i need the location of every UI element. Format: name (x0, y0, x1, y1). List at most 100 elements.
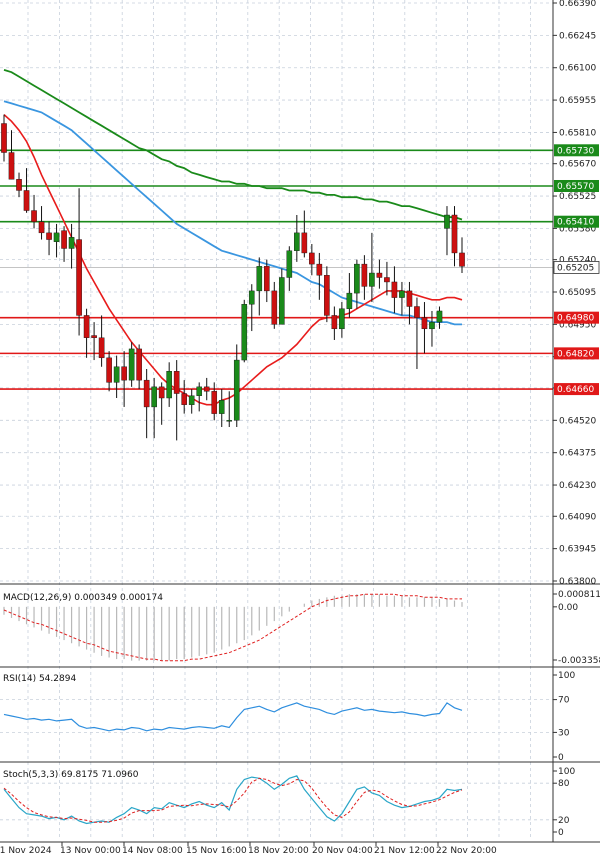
candle-body (46, 232, 52, 240)
time-tick-label: 14 Nov 08:00 (122, 846, 183, 856)
candle[interactable] (218, 389, 225, 428)
candle-body (8, 152, 15, 180)
candle[interactable] (113, 355, 120, 399)
candle[interactable] (286, 246, 293, 291)
candle[interactable] (68, 223, 75, 269)
candle[interactable] (399, 281, 405, 316)
candle-body (83, 315, 90, 338)
stoch-tick-label: 0 (558, 828, 564, 838)
rsi-pane[interactable] (3, 702, 463, 732)
candle-body (316, 263, 323, 276)
candle[interactable] (83, 308, 90, 358)
candle[interactable] (444, 206, 450, 256)
candle[interactable] (151, 377, 157, 439)
candle-body (128, 348, 135, 381)
stochastic-pane[interactable] (3, 775, 463, 825)
candle[interactable] (233, 344, 240, 428)
candle[interactable] (106, 351, 112, 392)
candle-body (414, 306, 420, 318)
candle[interactable] (173, 360, 180, 441)
price-tick-label: 0.65955 (559, 96, 596, 106)
candle[interactable] (203, 377, 210, 401)
candle[interactable] (16, 172, 22, 198)
macd-tick-label: 0.00 (558, 603, 578, 613)
candle[interactable] (294, 215, 300, 262)
candle-body (181, 393, 187, 405)
candle[interactable] (339, 302, 345, 338)
candle[interactable] (166, 362, 172, 407)
candle[interactable] (391, 266, 398, 314)
candle-body (211, 391, 218, 414)
candle[interactable] (429, 310, 435, 347)
candle-body (121, 366, 127, 381)
candle[interactable] (263, 259, 270, 303)
candle[interactable] (181, 380, 187, 414)
candle[interactable] (38, 206, 45, 240)
candle[interactable] (384, 261, 390, 296)
candle[interactable] (143, 368, 150, 439)
macd-tick-label: 0.000811 (558, 590, 600, 600)
candle-body (429, 321, 435, 330)
candle[interactable] (226, 391, 233, 428)
candle[interactable] (331, 306, 338, 340)
candle[interactable] (346, 273, 353, 318)
price-level-tag (554, 215, 599, 228)
candle[interactable] (23, 168, 30, 213)
candle[interactable] (414, 297, 420, 369)
candle[interactable] (361, 255, 368, 300)
candle[interactable] (211, 382, 218, 421)
candle[interactable] (76, 188, 82, 336)
candle[interactable] (61, 226, 67, 262)
candle[interactable] (248, 284, 255, 332)
stoch-tick-label: 20 (558, 816, 570, 826)
candle[interactable] (128, 342, 135, 387)
candle[interactable] (91, 322, 97, 361)
candle[interactable] (98, 315, 105, 367)
candle[interactable] (421, 302, 428, 354)
price-tick-label: 0.64950 (559, 320, 596, 330)
main-price-pane[interactable] (0, 69, 553, 441)
grid (0, 0, 553, 840)
candle[interactable] (301, 210, 308, 258)
candle[interactable] (158, 382, 165, 425)
candle-body (76, 239, 82, 316)
candle-body (369, 272, 375, 287)
candle[interactable] (136, 344, 142, 390)
candle[interactable] (241, 299, 248, 363)
candle[interactable] (324, 266, 330, 323)
macd-pane[interactable] (3, 593, 463, 662)
candle[interactable] (279, 268, 285, 325)
main-pane-background (0, 0, 553, 580)
candle[interactable] (53, 223, 60, 258)
candle[interactable] (196, 382, 203, 412)
candle[interactable] (188, 389, 195, 414)
stoch-title: Stoch(5,3,3) 69.8175 71.0960 (3, 770, 139, 780)
price-tick-label: 0.64520 (559, 416, 596, 426)
candle[interactable] (8, 130, 15, 180)
candle[interactable] (1, 114, 7, 162)
current-price-tag (553, 261, 600, 274)
candle[interactable] (354, 259, 360, 309)
candle[interactable] (271, 281, 278, 329)
candle-body (376, 272, 383, 278)
candle[interactable] (376, 259, 383, 289)
candle[interactable] (451, 206, 458, 267)
candle[interactable] (121, 351, 127, 407)
candle[interactable] (316, 252, 323, 300)
candle[interactable] (31, 194, 37, 229)
price-tick-label: 0.66390 (559, 0, 596, 9)
current-price-label: 0.65205 (557, 263, 594, 273)
candle[interactable] (369, 232, 375, 303)
candle[interactable] (46, 221, 52, 256)
candle[interactable] (406, 281, 413, 325)
time-tick-label: 20 Nov 04:00 (312, 846, 373, 856)
candle[interactable] (309, 244, 315, 276)
candle[interactable] (459, 237, 465, 274)
time-tick-label: 18 Nov 20:00 (248, 846, 309, 856)
candle[interactable] (256, 257, 263, 316)
candle[interactable] (436, 306, 443, 329)
price-level-tag (554, 383, 599, 396)
rsi-tick-label: 70 (558, 696, 570, 706)
macd-pane-background (0, 588, 553, 664)
